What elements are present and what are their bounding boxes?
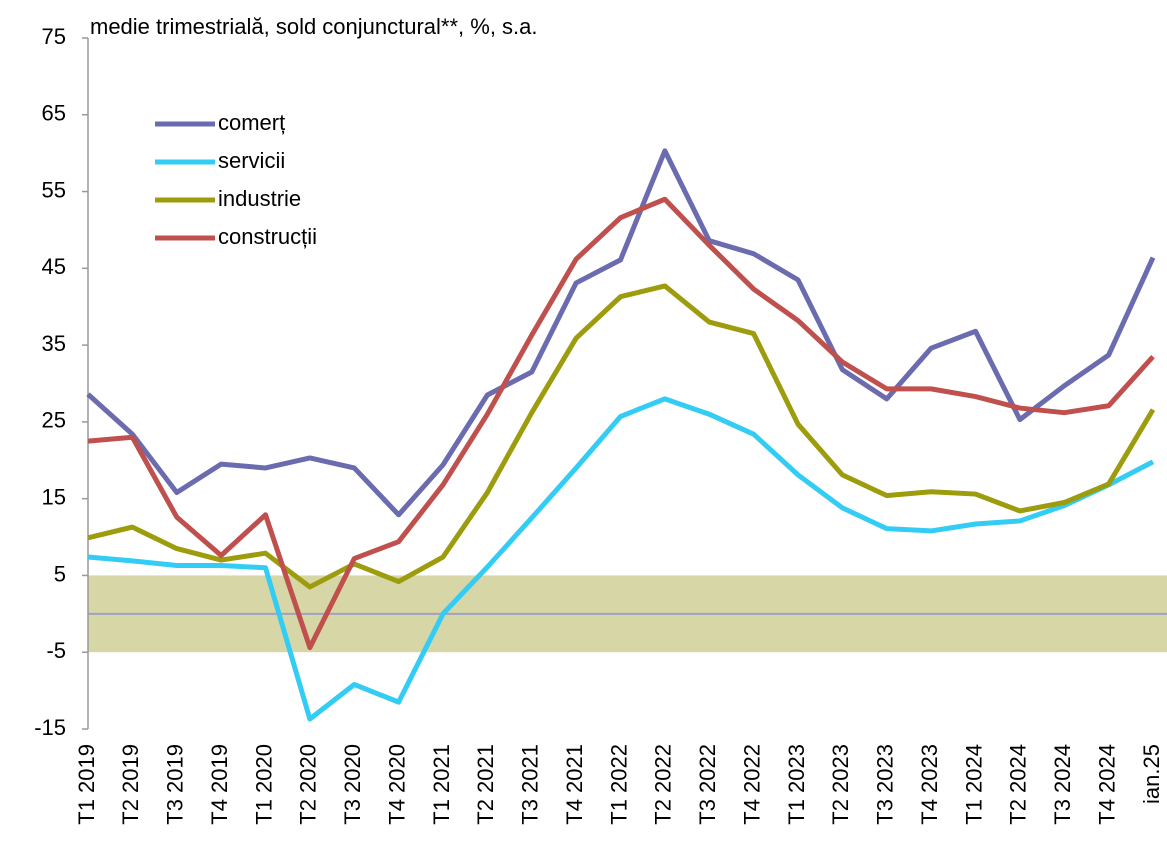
x-tick-label: T4 2023 bbox=[917, 744, 942, 825]
y-tick-label: 75 bbox=[42, 24, 66, 49]
y-tick-label: -5 bbox=[46, 638, 66, 663]
x-tick-label: T2 2022 bbox=[651, 744, 676, 825]
legend-label: industrie bbox=[218, 186, 301, 211]
x-tick-label: T2 2024 bbox=[1006, 744, 1031, 825]
x-tick-label: T4 2019 bbox=[207, 744, 232, 825]
legend-label: servicii bbox=[218, 148, 285, 173]
y-tick-label: -15 bbox=[34, 715, 66, 740]
x-tick-label: T3 2023 bbox=[873, 744, 898, 825]
legend-label: comerț bbox=[218, 110, 285, 135]
x-tick-label: T1 2023 bbox=[784, 744, 809, 825]
y-tick-label: 5 bbox=[54, 561, 66, 586]
x-tick-label: T2 2023 bbox=[828, 744, 853, 825]
x-tick-label: T1 2020 bbox=[251, 744, 276, 825]
legend-label: construcții bbox=[218, 224, 317, 249]
chart-title: medie trimestrială, sold conjunctural**,… bbox=[90, 14, 538, 39]
x-tick-label: T3 2020 bbox=[340, 744, 365, 825]
x-tick-label: T3 2024 bbox=[1050, 744, 1075, 825]
y-tick-label: 45 bbox=[42, 254, 66, 279]
x-tick-label: T3 2022 bbox=[695, 744, 720, 825]
y-tick-label: 25 bbox=[42, 408, 66, 433]
y-tick-label: 55 bbox=[42, 177, 66, 202]
x-tick-label: ian.25 bbox=[1139, 744, 1164, 804]
y-tick-label: 65 bbox=[42, 101, 66, 126]
series-line bbox=[86, 148, 1156, 518]
x-tick-label: T2 2020 bbox=[296, 744, 321, 825]
x-tick-label: T3 2019 bbox=[163, 744, 188, 825]
series-line bbox=[87, 396, 1155, 722]
x-tick-label: T1 2024 bbox=[961, 744, 986, 825]
x-tick-label: T1 2022 bbox=[606, 744, 631, 825]
x-tick-label: T2 2019 bbox=[118, 744, 143, 825]
series-line bbox=[87, 196, 1155, 651]
series-line bbox=[87, 283, 1156, 590]
y-tick-label: 15 bbox=[42, 484, 66, 509]
x-tick-label: T4 2022 bbox=[739, 744, 764, 825]
x-tick-label: T4 2021 bbox=[562, 744, 587, 825]
x-tick-label: T1 2019 bbox=[74, 744, 99, 825]
x-tick-label: T4 2024 bbox=[1094, 744, 1119, 825]
x-tick-label: T1 2021 bbox=[429, 744, 454, 825]
y-tick-label: 35 bbox=[42, 331, 66, 356]
x-tick-label: T3 2021 bbox=[518, 744, 543, 825]
x-tick-label: T2 2021 bbox=[473, 744, 498, 825]
x-tick-label: T4 2020 bbox=[384, 744, 409, 825]
